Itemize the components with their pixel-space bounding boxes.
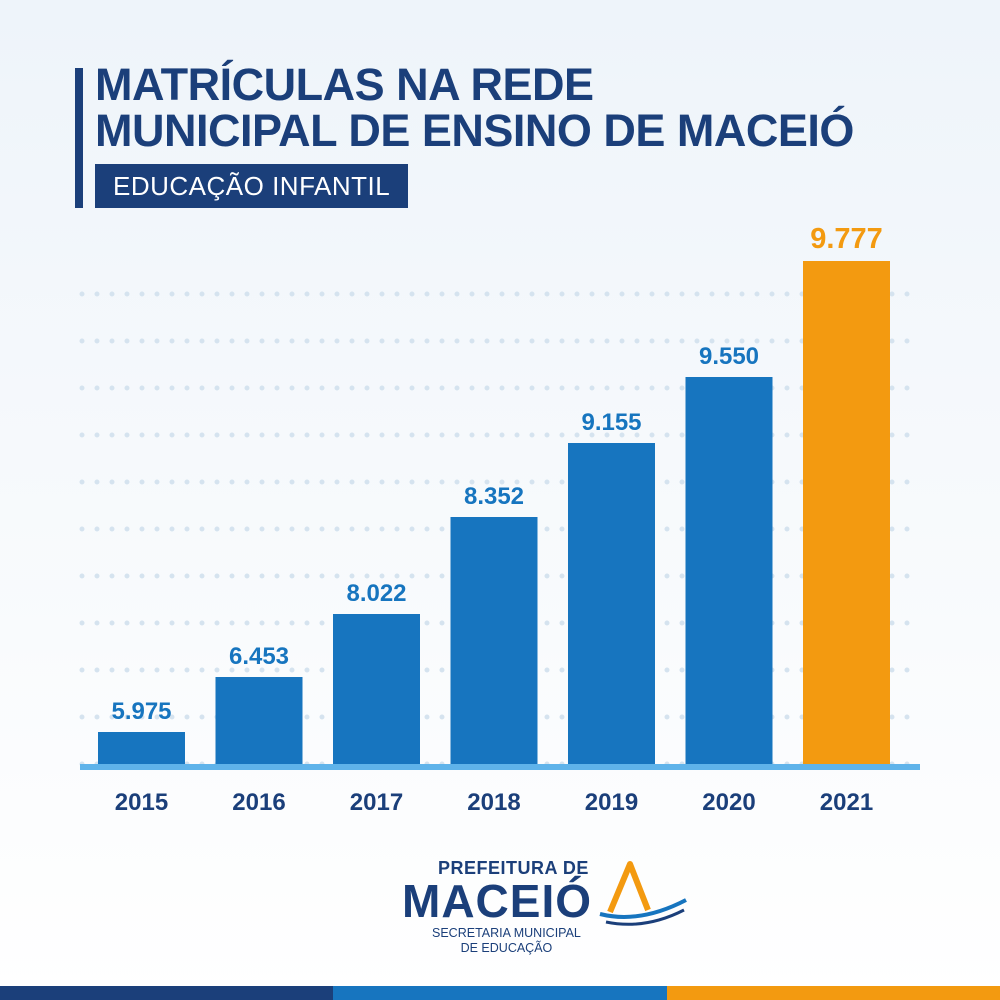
labels: 5.975 2015 6.453 2016 8.022 2017 8.352 2018 9.15… bbox=[111, 223, 882, 816]
value-label-2018: 8.352 bbox=[464, 483, 524, 510]
category-label-2017: 2017 bbox=[350, 789, 403, 816]
logo-main-text: MACEIÓ bbox=[402, 875, 592, 927]
prefeitura-logo: PREFEITURA DE MACEIÓ SECRETARIA MUNICIPA… bbox=[400, 852, 690, 962]
chart-title: MATRÍCULAS NA REDE MUNICIPAL DE ENSINO D… bbox=[95, 59, 854, 156]
chart-subtitle: EDUCAÇÃO INFANTIL bbox=[95, 164, 409, 208]
footer-strip-blue bbox=[333, 986, 667, 1000]
category-label-2018: 2018 bbox=[467, 789, 520, 816]
bar-2018 bbox=[450, 517, 538, 764]
footer-strip-orange bbox=[666, 986, 1000, 1000]
value-label-2019: 9.155 bbox=[581, 409, 641, 436]
value-label-2015: 5.975 bbox=[111, 698, 171, 725]
value-label-2016: 6.453 bbox=[229, 643, 289, 670]
bar-2016 bbox=[215, 677, 303, 764]
category-label-2016: 2016 bbox=[232, 789, 285, 816]
value-label-2021: 9.777 bbox=[810, 223, 883, 255]
footer-strip-navy bbox=[0, 986, 334, 1000]
category-label-2021: 2021 bbox=[820, 789, 873, 816]
bar-2021 bbox=[803, 261, 890, 764]
bars bbox=[98, 261, 890, 764]
logo-wave-icon bbox=[599, 861, 687, 926]
bar-2015 bbox=[98, 732, 185, 764]
logo-top-text: PREFEITURA DE bbox=[438, 858, 589, 878]
category-label-2019: 2019 bbox=[585, 789, 638, 816]
bar-2019 bbox=[568, 443, 655, 764]
bar-chart: 5.975 2015 6.453 2016 8.022 2017 8.352 2018 9.15… bbox=[79, 223, 923, 816]
bar-2020 bbox=[685, 377, 773, 764]
title-accent-bar bbox=[75, 68, 83, 208]
category-label-2020: 2020 bbox=[702, 789, 755, 816]
footer-color-strip bbox=[0, 986, 1000, 1000]
logo-sub-text: SECRETARIA MUNICIPAL DE EDUCAÇÃO bbox=[432, 926, 581, 955]
category-label-2015: 2015 bbox=[115, 789, 168, 816]
bar-2017 bbox=[333, 614, 420, 764]
value-label-2017: 8.022 bbox=[346, 580, 406, 607]
value-label-2020: 9.550 bbox=[699, 343, 759, 370]
